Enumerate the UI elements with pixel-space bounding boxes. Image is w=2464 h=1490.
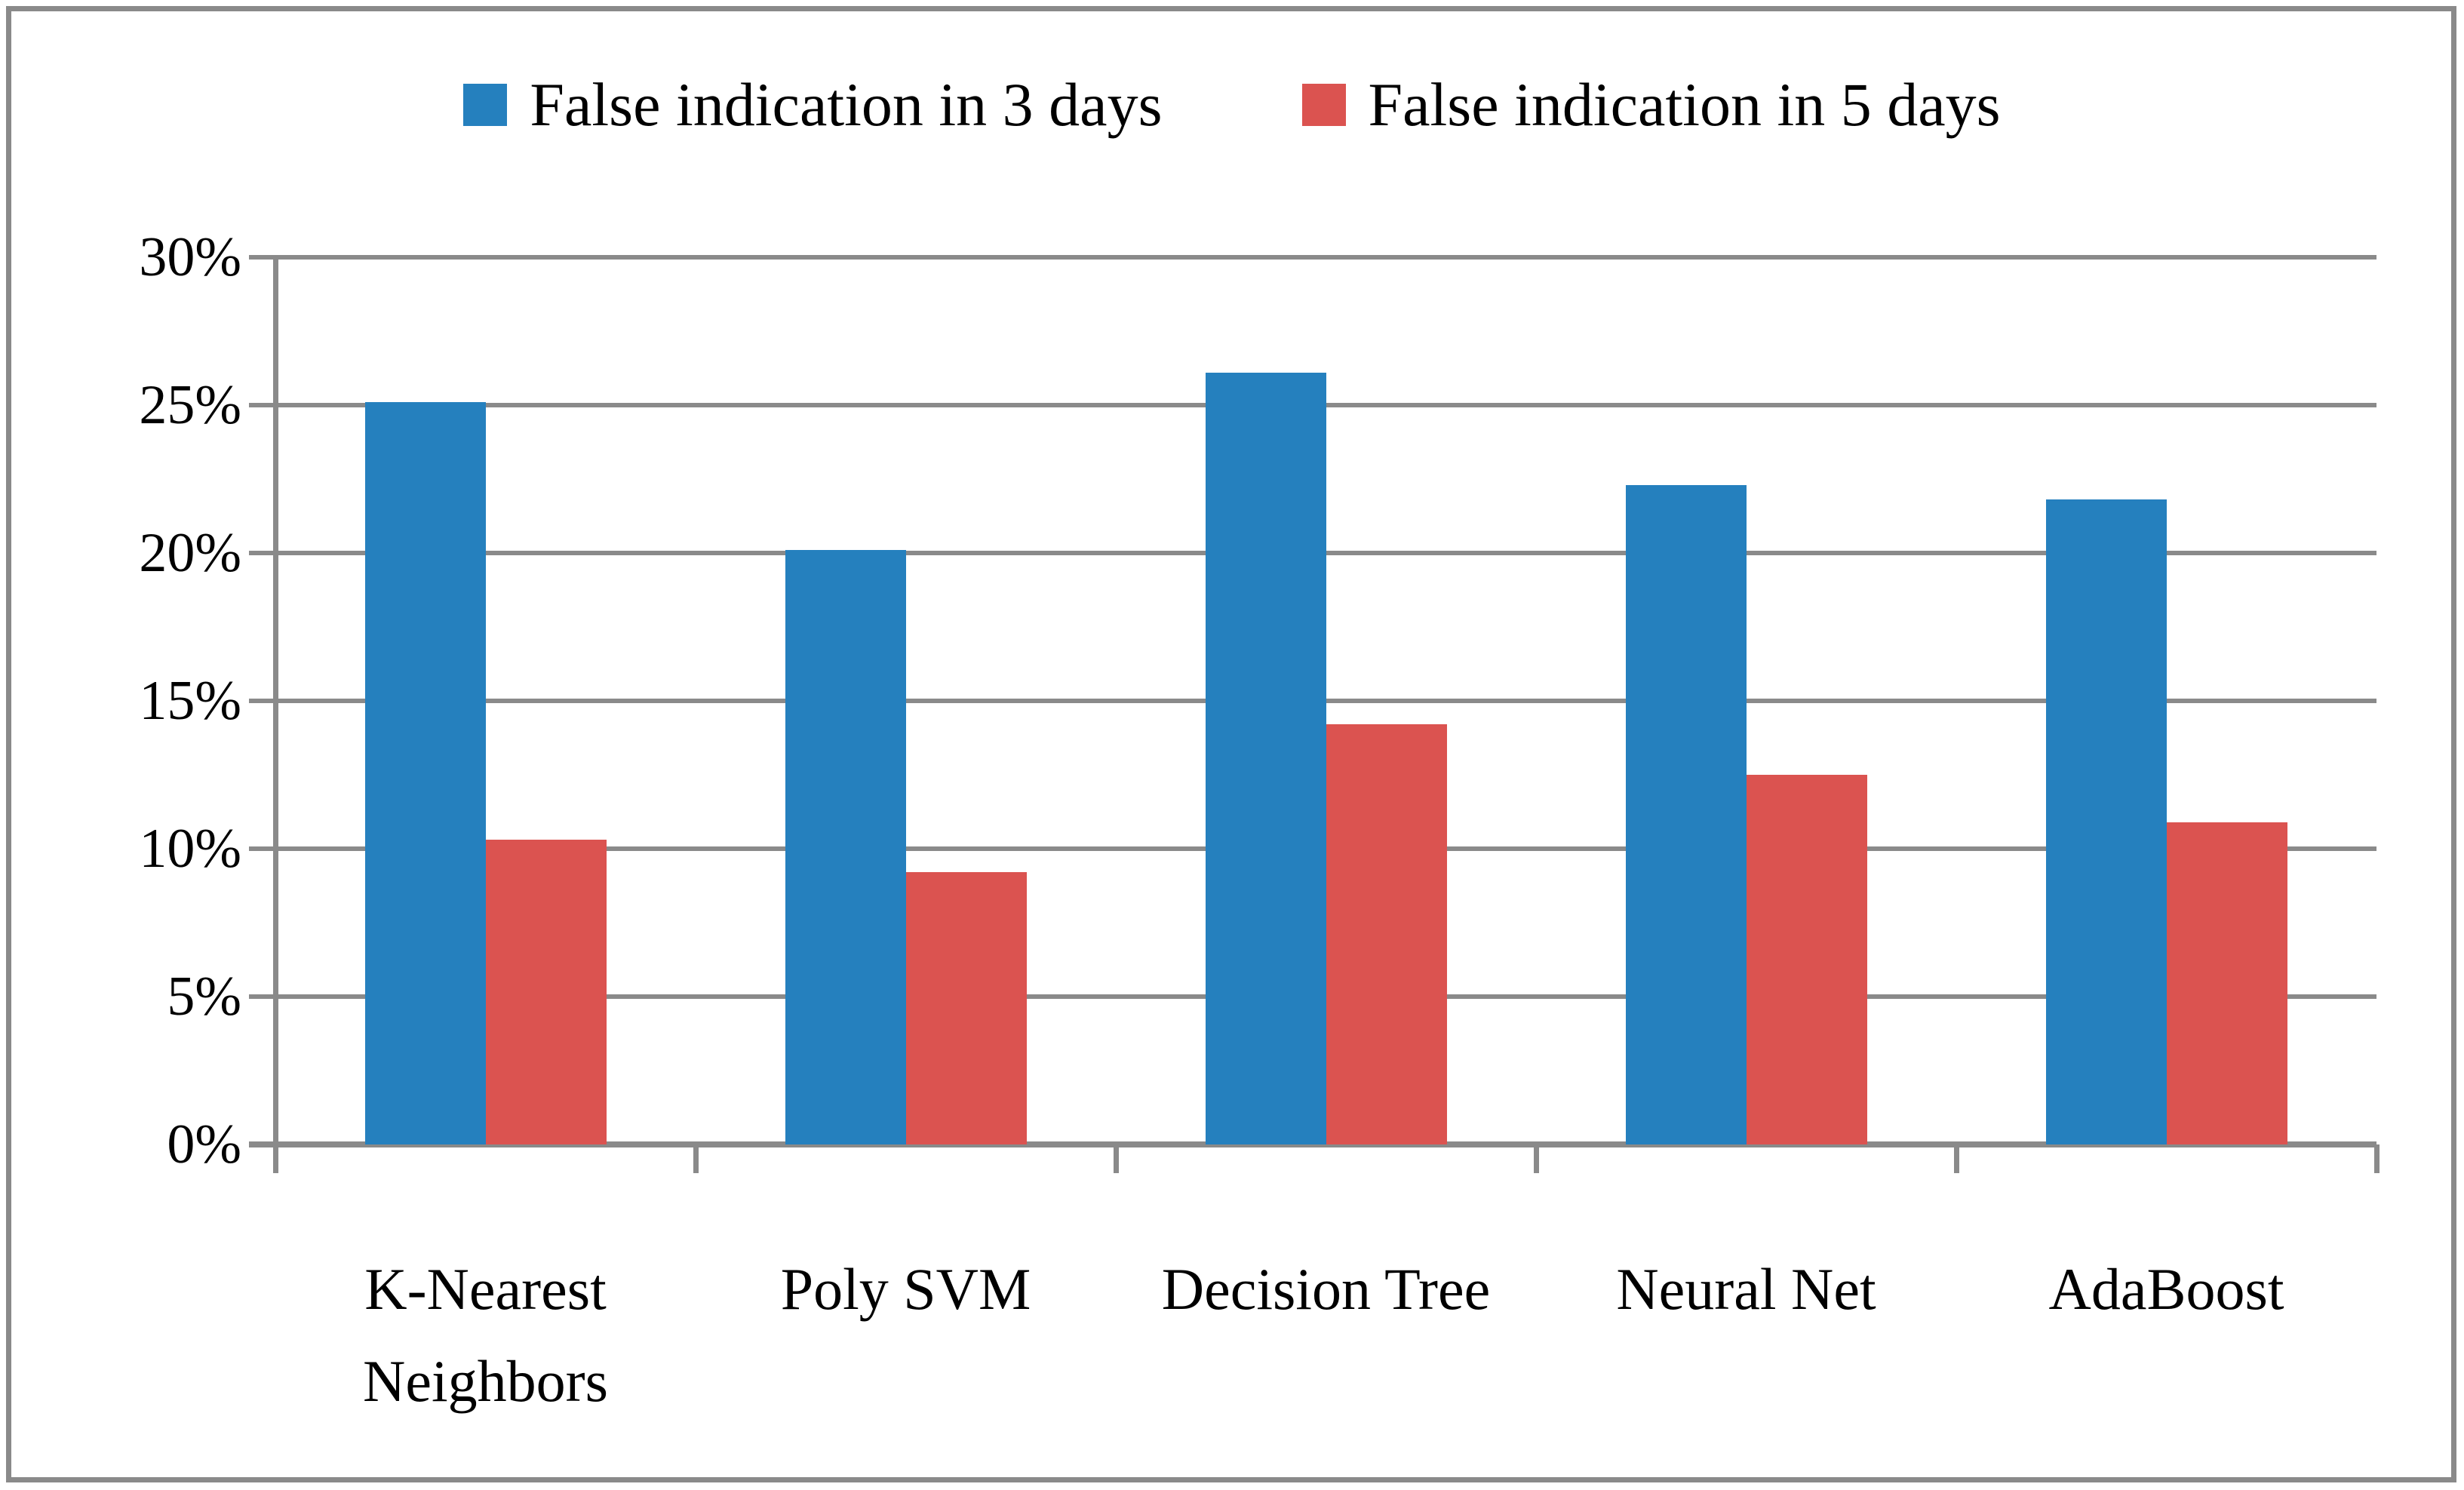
x-tick bbox=[1954, 1144, 1959, 1173]
bar bbox=[2045, 499, 2167, 1144]
y-tick-label: 10% bbox=[139, 818, 241, 880]
gridline bbox=[275, 403, 2376, 407]
gridline bbox=[275, 551, 2376, 555]
bar bbox=[485, 840, 607, 1144]
bar bbox=[1205, 372, 1326, 1144]
gridline bbox=[275, 699, 2376, 703]
legend-swatch-blue-icon bbox=[463, 84, 508, 126]
y-tick-label: 20% bbox=[139, 522, 241, 584]
x-category-label: Decision Tree bbox=[1161, 1256, 1491, 1322]
x-category-label: Poly SVM bbox=[780, 1256, 1031, 1322]
y-axis-line bbox=[273, 255, 278, 1173]
x-tick bbox=[273, 1144, 278, 1173]
y-tick-label: 5% bbox=[167, 966, 241, 1028]
legend-item-3-days: False indication in 3 days bbox=[463, 69, 1163, 140]
bar bbox=[1625, 484, 1747, 1144]
x-tick bbox=[1534, 1144, 1539, 1173]
gridline bbox=[275, 255, 2376, 260]
x-tick bbox=[693, 1144, 699, 1173]
bar bbox=[785, 550, 906, 1144]
y-tick bbox=[249, 255, 275, 260]
bar bbox=[364, 402, 486, 1144]
y-tick bbox=[249, 994, 275, 999]
y-tick-label: 0% bbox=[167, 1114, 241, 1175]
y-tick bbox=[249, 699, 275, 703]
legend-swatch-red-icon bbox=[1301, 84, 1346, 126]
x-category-label: Neural Net bbox=[1616, 1256, 1876, 1322]
y-tick bbox=[249, 403, 275, 407]
legend: False indication in 3 days False indicat… bbox=[0, 69, 2464, 140]
bar bbox=[1326, 724, 1447, 1144]
bar bbox=[905, 872, 1027, 1144]
x-category-label: AdaBoost bbox=[2048, 1256, 2284, 1322]
bar bbox=[2166, 822, 2287, 1144]
legend-label-5-days: False indication in 5 days bbox=[1368, 70, 2001, 139]
x-tick bbox=[2374, 1144, 2380, 1173]
y-tick bbox=[249, 846, 275, 851]
y-tick bbox=[249, 551, 275, 555]
legend-item-5-days: False indication in 5 days bbox=[1301, 69, 2001, 140]
x-tick bbox=[1114, 1144, 1119, 1173]
y-tick-label: 25% bbox=[139, 374, 241, 436]
x-axis-line bbox=[249, 1141, 2376, 1147]
x-category-label: K-Nearest Neighbors bbox=[363, 1256, 608, 1414]
y-tick-label: 15% bbox=[139, 670, 241, 732]
legend-label-3-days: False indication in 3 days bbox=[530, 70, 1163, 139]
y-tick-label: 30% bbox=[139, 226, 241, 288]
bar bbox=[1746, 775, 1867, 1144]
